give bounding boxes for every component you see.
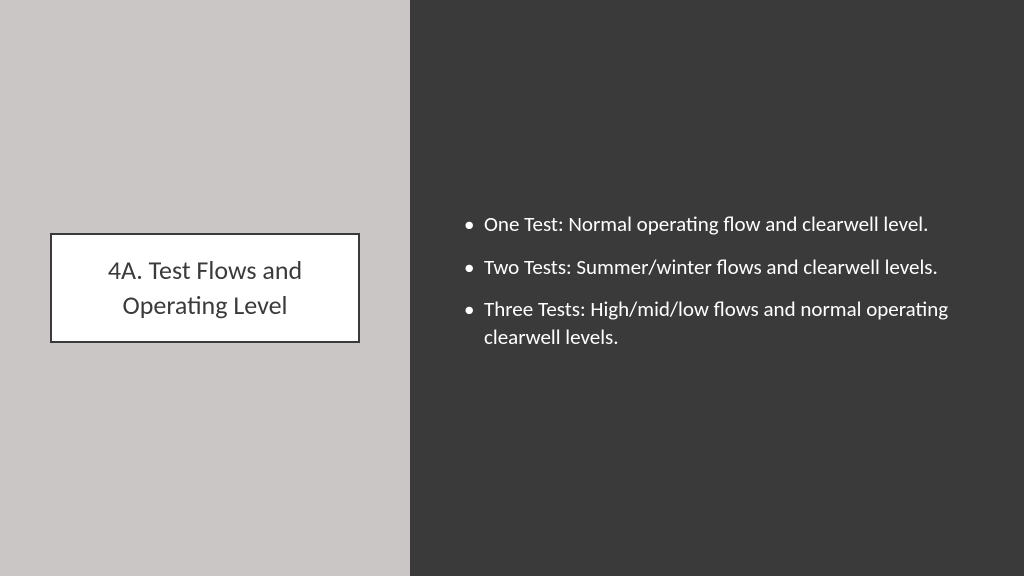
slide-title: 4A. Test Flows and Operating Level: [80, 253, 330, 323]
list-item: Two Tests: Summer/winter flows and clear…: [460, 253, 964, 281]
bullet-list: One Test: Normal operating flow and clea…: [460, 210, 964, 365]
right-panel: One Test: Normal operating flow and clea…: [410, 0, 1024, 576]
list-item: Three Tests: High/mid/low flows and norm…: [460, 295, 964, 352]
left-panel: 4A. Test Flows and Operating Level: [0, 0, 410, 576]
list-item: One Test: Normal operating flow and clea…: [460, 210, 964, 238]
title-box: 4A. Test Flows and Operating Level: [50, 233, 360, 343]
